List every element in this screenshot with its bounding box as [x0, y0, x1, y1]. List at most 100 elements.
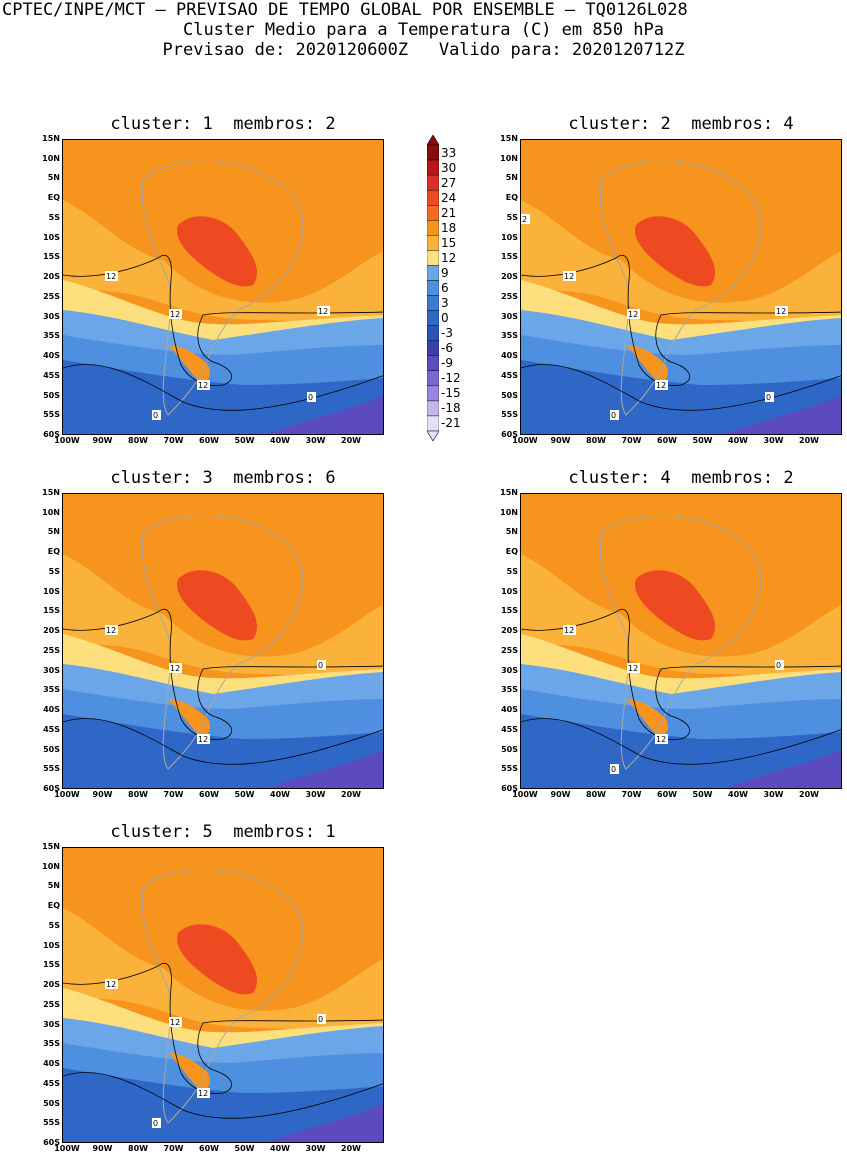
band-blue-dark [63, 1068, 383, 1142]
colorbar-swatch [426, 340, 440, 356]
lat-tick-label: EQ [47, 901, 60, 911]
lon-tick-label: 50W [692, 790, 713, 799]
svg-text:12: 12 [170, 1018, 180, 1027]
lat-tick-label: EQ [505, 547, 518, 557]
contour-label: 12 [627, 663, 640, 673]
lat-tick-label: 5S [506, 212, 518, 222]
lon-tick-label: 80W [128, 1144, 148, 1153]
lon-tick-label: 90W [550, 790, 571, 799]
lon-tick-label: 60W [657, 790, 677, 799]
lat-tick-label: 15N [42, 842, 60, 851]
hot-spot-red [177, 924, 258, 995]
contour-label: 12 [197, 380, 210, 390]
lon-tick-label: 30W [305, 1144, 326, 1153]
contour-label: 12 [105, 979, 118, 989]
lat-tick-label: 5N [505, 527, 518, 537]
svg-text:12: 12 [628, 310, 638, 319]
svg-text:0: 0 [611, 411, 616, 420]
colorbar-label: 0 [441, 311, 449, 326]
page-title: CPTEC/INPE/MCT – PREVISAO DE TEMPO GLOBA… [2, 0, 688, 20]
lat-tick-label: 50S [43, 744, 60, 754]
lat-tick-label: 25S [43, 291, 60, 301]
lat-tick-label: 60S [501, 784, 518, 793]
lat-tick-label: 15S [43, 606, 60, 616]
svg-text:0: 0 [153, 1119, 158, 1128]
lon-tick-label: 40W [728, 436, 748, 445]
lat-tick-label: 20S [501, 626, 518, 636]
colorbar-label: -12 [441, 371, 461, 386]
lat-tick-label: EQ [47, 193, 60, 203]
contour-label: 12 [105, 625, 118, 635]
svg-text:12: 12 [656, 735, 666, 744]
lon-tick-label: 60W [657, 436, 677, 445]
lat-tick-label: 10S [501, 586, 518, 596]
lat-tick-label: 45S [501, 370, 518, 380]
colorbar-label: -15 [441, 386, 461, 401]
lat-tick-label: 30S [501, 665, 518, 675]
lat-tick-label: 60S [43, 1138, 60, 1147]
contour-label: 0 [152, 1118, 161, 1128]
band-blue-dark [521, 360, 841, 434]
lat-tick-label: 10S [501, 232, 518, 242]
lon-tick-label: 40W [728, 790, 748, 799]
lon-tick-label: 70W [621, 436, 642, 445]
contour-line [63, 1072, 383, 1119]
colorbar-swatch [426, 355, 440, 371]
colorbar-swatch [426, 205, 440, 221]
contour-label: 12 [169, 1017, 182, 1027]
band-light-orange [63, 908, 383, 1038]
lat-tick-label: 25S [43, 645, 60, 655]
band-light-orange [521, 200, 841, 330]
contour-label: 12 [169, 663, 182, 673]
contour-label: 0 [610, 764, 619, 774]
lat-tick-label: 15N [500, 488, 518, 497]
page-subtitle: Cluster Medio para a Temperatura (C) em … [182, 20, 665, 40]
svg-text:0: 0 [153, 411, 158, 420]
lat-tick-label: 60S [501, 430, 518, 439]
lon-tick-label: 20W [341, 790, 361, 799]
lat-tick-label: 10N [500, 507, 518, 517]
lat-tick-label: 15N [500, 134, 518, 143]
lon-tick-label: 70W [163, 790, 184, 799]
lat-tick-label: 5N [47, 881, 60, 891]
lon-tick-label: 100W [512, 436, 538, 445]
lat-tick-label: 15S [501, 606, 518, 616]
svg-text:12: 12 [106, 626, 116, 635]
lat-tick-label: 35S [501, 331, 518, 341]
svg-text:0: 0 [318, 661, 323, 670]
lat-tick-label: 5S [506, 566, 518, 576]
colorbar-label: 18 [441, 220, 457, 235]
lat-tick-label: 30S [43, 1019, 60, 1029]
lat-tick-label: 50S [43, 1098, 60, 1108]
lon-tick-label: 20W [341, 436, 361, 445]
lat-tick-label: 25S [501, 645, 518, 655]
svg-text:12: 12 [198, 735, 208, 744]
colorbar-label: -18 [441, 401, 461, 416]
svg-text:12: 12 [656, 381, 666, 390]
temperature-colorbar [426, 134, 440, 442]
svg-text:12: 12 [170, 664, 180, 673]
contour-label: 0 [152, 410, 161, 420]
lat-tick-label: 10N [500, 153, 518, 163]
lat-tick-label: 10N [42, 507, 60, 517]
lat-tick-label: 35S [43, 685, 60, 695]
contour-label: 0 [317, 660, 326, 670]
lat-tick-label: 45S [43, 1078, 60, 1088]
contour-label: 0 [765, 392, 774, 402]
svg-text:0: 0 [318, 1015, 323, 1024]
hot-spot-red [177, 216, 258, 287]
svg-text:0: 0 [611, 765, 616, 774]
colorbar-label: 6 [441, 281, 449, 295]
colorbar-swatch [426, 189, 440, 206]
lat-tick-label: 15S [501, 252, 518, 262]
band-light-orange [63, 554, 383, 684]
lat-tick-label: 20S [501, 272, 518, 282]
lat-tick-label: 50S [501, 390, 518, 400]
panel-title-cluster-5: cluster: 5 membros: 1 [110, 822, 336, 842]
lon-tick-label: 30W [763, 790, 784, 799]
lon-tick-label: 40W [270, 1144, 290, 1153]
colorbar-swatch [426, 280, 440, 296]
lat-tick-label: 35S [501, 685, 518, 695]
lon-tick-label: 70W [163, 1144, 184, 1153]
colorbar-label: 27 [441, 175, 457, 190]
